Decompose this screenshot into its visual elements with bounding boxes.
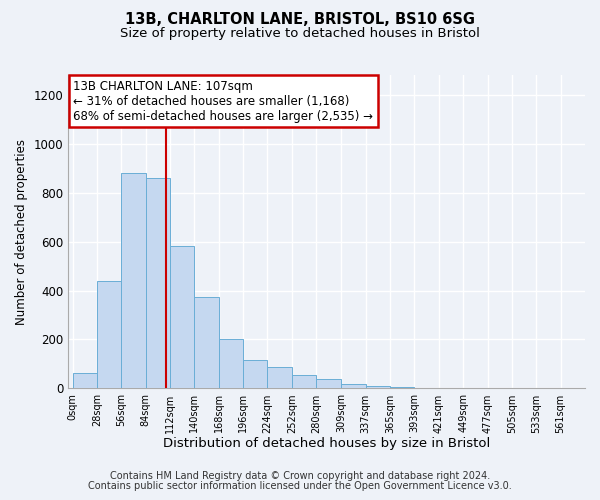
Bar: [97, 280, 121, 388]
Bar: [316, 378, 341, 388]
Bar: [390, 387, 415, 388]
X-axis label: Distribution of detached houses by size in Bristol: Distribution of detached houses by size …: [163, 437, 490, 450]
Bar: [268, 367, 292, 388]
Bar: [366, 386, 390, 388]
Y-axis label: Number of detached properties: Number of detached properties: [15, 138, 28, 324]
Bar: [292, 375, 316, 388]
Text: 13B, CHARLTON LANE, BRISTOL, BS10 6SG: 13B, CHARLTON LANE, BRISTOL, BS10 6SG: [125, 12, 475, 28]
Bar: [73, 372, 97, 388]
Bar: [170, 246, 194, 388]
Text: Size of property relative to detached houses in Bristol: Size of property relative to detached ho…: [120, 28, 480, 40]
Bar: [341, 384, 366, 388]
Text: 13B CHARLTON LANE: 107sqm
← 31% of detached houses are smaller (1,168)
68% of se: 13B CHARLTON LANE: 107sqm ← 31% of detac…: [73, 80, 373, 122]
Bar: [121, 173, 146, 388]
Text: Contains HM Land Registry data © Crown copyright and database right 2024.: Contains HM Land Registry data © Crown c…: [110, 471, 490, 481]
Bar: [243, 360, 268, 388]
Bar: [146, 178, 170, 388]
Bar: [218, 340, 243, 388]
Bar: [194, 296, 218, 388]
Text: Contains public sector information licensed under the Open Government Licence v3: Contains public sector information licen…: [88, 481, 512, 491]
